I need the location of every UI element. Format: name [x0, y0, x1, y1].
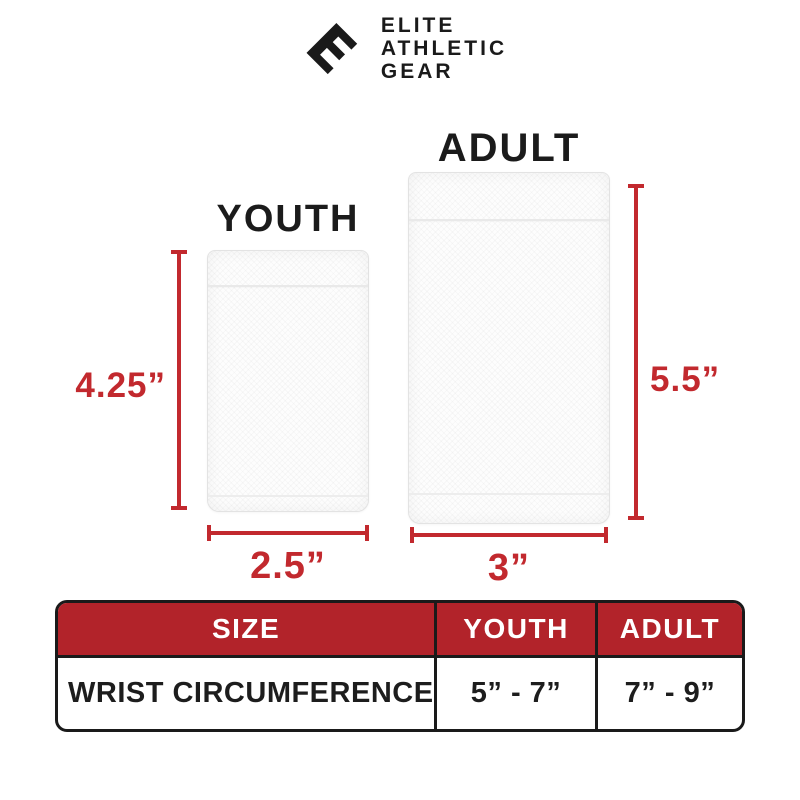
dimension-line-bar	[177, 250, 181, 510]
youth-wristband-cuff	[208, 251, 368, 287]
brand-line-1: ELITE	[380, 14, 456, 37]
adult-wristband-cuff	[409, 173, 609, 221]
adult-product-label: ADULT	[437, 126, 581, 170]
adult-width-value: 3”	[487, 547, 531, 589]
brand-line-3: GEAR	[380, 60, 454, 83]
adult-height-dimension-line	[628, 184, 644, 520]
adult-wristband-image	[408, 172, 610, 524]
adult-wristband-hem	[409, 493, 609, 495]
dimension-line-bar	[410, 533, 608, 537]
cell-adult-range: 7” - 9”	[594, 658, 742, 729]
size-table-header-row: SIZE YOUTH ADULT	[58, 603, 742, 658]
cell-wrist-circumference: WRIST CIRCUMFERENCE	[68, 677, 434, 709]
cell-youth-range: 5” - 7”	[434, 658, 595, 729]
youth-width-value: 2.5”	[250, 545, 326, 587]
dimension-line-cap	[604, 527, 608, 543]
header-cell-adult: ADULT	[594, 603, 742, 655]
dimension-line-cap	[410, 527, 414, 543]
brand-logo: E ELITE ATHLETIC GEAR	[293, 10, 507, 86]
dimension-line-cap	[171, 250, 187, 254]
header-cell-size: SIZE	[58, 603, 435, 655]
dimension-line-cap	[628, 184, 644, 188]
youth-wristband-hem	[208, 495, 368, 497]
youth-height-value: 4.25”	[75, 366, 166, 405]
adult-height-value: 5.5”	[650, 360, 721, 399]
youth-product-label: YOUTH	[216, 198, 360, 240]
brand-name: ELITE ATHLETIC GEAR	[381, 14, 507, 83]
brand-line-2: ATHLETIC	[380, 37, 508, 60]
dimension-line-bar	[634, 184, 638, 520]
size-table-data-row: WRIST CIRCUMFERENCE 5” - 7” 7” - 9”	[58, 658, 742, 729]
logo-letter: E	[292, 10, 369, 87]
adult-width-dimension-line	[410, 527, 608, 543]
elite-e-logo-icon: E	[286, 3, 377, 94]
dimension-line-cap	[365, 525, 369, 541]
youth-width-dimension-line	[207, 525, 369, 541]
youth-height-dimension-line	[171, 250, 187, 510]
dimension-line-bar	[207, 531, 369, 535]
dimension-line-cap	[171, 506, 187, 510]
dimension-line-cap	[628, 516, 644, 520]
size-table: SIZE YOUTH ADULT WRIST CIRCUMFERENCE 5” …	[55, 600, 745, 732]
youth-wristband-image	[207, 250, 369, 512]
header-cell-youth: YOUTH	[434, 603, 595, 655]
dimension-line-cap	[207, 525, 211, 541]
